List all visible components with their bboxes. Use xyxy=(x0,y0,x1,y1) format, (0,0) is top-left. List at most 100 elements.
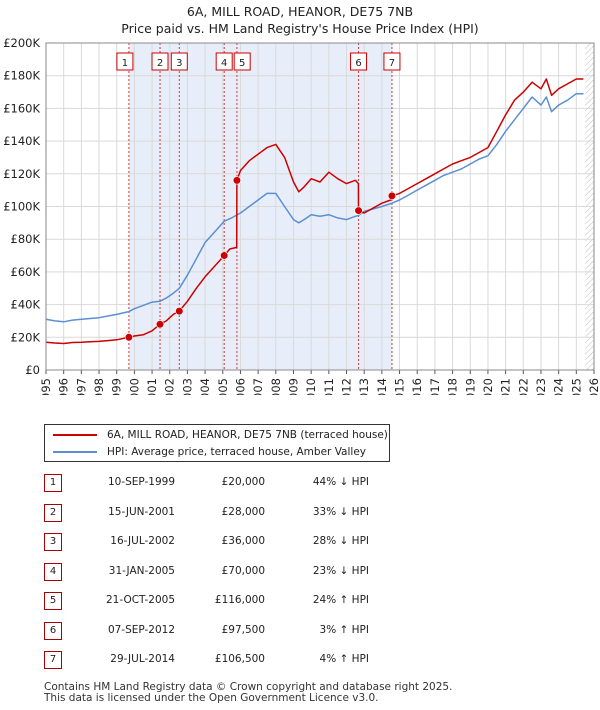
x-tick-label: 2019 xyxy=(463,378,477,395)
y-tick-label: £120K xyxy=(3,167,40,181)
legend-property-label: 6A, MILL ROAD, HEANOR, DE75 7NB (terrace… xyxy=(107,429,388,441)
sale-badge-number: 3 xyxy=(176,58,182,69)
x-tick-label: 2000 xyxy=(127,378,141,395)
transaction-price: £106,500 xyxy=(214,653,265,665)
x-tick-label: 2013 xyxy=(357,378,371,395)
x-tick-label: 2002 xyxy=(163,378,177,395)
x-tick-label: 2004 xyxy=(198,378,212,395)
transaction-row: 6 07-SEP-2012 £97,500 3% ↑ HPI xyxy=(0,621,600,642)
x-tick-label: 2003 xyxy=(180,378,194,395)
sale-badge-number: 7 xyxy=(389,58,395,69)
sale-badge xyxy=(170,52,188,71)
transaction-hpi-comparison: 24% ↑ HPI xyxy=(312,594,369,606)
sale-badge xyxy=(350,52,368,71)
transaction-date: 15-JUN-2001 xyxy=(108,505,175,518)
y-tick-label: £160K xyxy=(3,101,40,115)
transaction-number: 6 xyxy=(44,621,62,640)
transaction-number: 1 xyxy=(44,474,62,492)
y-tick-label: £40K xyxy=(11,298,41,312)
transaction-hpi-comparison: 44% ↓ HPI xyxy=(312,476,369,488)
transaction-date: 31-JAN-2005 xyxy=(108,564,175,577)
transaction-date: 07-SEP-2012 xyxy=(107,623,175,636)
y-tick-label: £140K xyxy=(3,134,40,148)
transaction-hpi-comparison: 3% ↑ HPI xyxy=(319,623,369,636)
footer: Contains HM Land Registry data © Crown c… xyxy=(44,682,452,704)
transaction-number: 2 xyxy=(44,503,62,522)
sale-point xyxy=(175,307,184,316)
y-tick-label: £80K xyxy=(11,232,41,246)
x-tick-label: 2009 xyxy=(286,378,300,395)
x-tick-label: 2026 xyxy=(587,378,600,395)
transaction-date: 10-SEP-1999 xyxy=(107,476,175,488)
transaction-row: 5 21-OCT-2005 £116,000 24% ↑ HPI xyxy=(0,592,600,612)
sale-badge-number: 2 xyxy=(157,58,163,69)
sale-badge xyxy=(215,52,233,71)
x-tick-label: 2014 xyxy=(375,378,389,395)
transaction-number: 5 xyxy=(44,592,62,610)
price-chart: £0 £20K £40K £60K £80K £100K £120K £140K £160K £1… xyxy=(3,36,600,395)
x-tick-label: 2006 xyxy=(233,378,247,395)
y-tick-label: £60K xyxy=(11,265,41,279)
legend-hpi-label: HPI: Average price, terraced house, Ambe… xyxy=(107,446,366,458)
sale-point xyxy=(354,206,363,215)
sale-badge-number: 6 xyxy=(355,58,361,69)
transaction-row: 3 16-JUL-2002 £36,000 28% ↓ HPI xyxy=(0,533,600,553)
x-tick-label: 2024 xyxy=(552,378,566,395)
footer-copyright: Contains HM Land Registry data © Crown c… xyxy=(44,681,453,693)
x-tick-label: 2007 xyxy=(251,378,265,395)
transaction-hpi-comparison: 23% ↓ HPI xyxy=(312,564,369,577)
plot-frame xyxy=(45,42,595,371)
transaction-date: 29-JUL-2014 xyxy=(110,653,175,665)
x-tick-label: 2017 xyxy=(428,378,442,395)
x-tick-label: 2015 xyxy=(393,378,407,395)
transaction-row: 7 29-JUL-2014 £106,500 4% ↑ HPI xyxy=(0,651,600,671)
x-tick-label: 2011 xyxy=(322,378,336,395)
sale-badge xyxy=(233,52,251,71)
transaction-price: £36,000 xyxy=(221,535,265,547)
x-tick-label: 2005 xyxy=(216,378,230,395)
sale-badge-number: 4 xyxy=(221,58,227,69)
transaction-row: 4 31-JAN-2005 £70,000 23% ↓ HPI xyxy=(0,562,600,583)
sale-point xyxy=(220,251,229,260)
sale-point xyxy=(124,333,134,342)
x-tick-label: 2012 xyxy=(340,378,354,395)
chart-subtitle: Price paid vs. HM Land Registry's House … xyxy=(121,21,479,36)
transaction-number: 7 xyxy=(44,651,62,669)
x-tick-label: 2008 xyxy=(269,378,283,395)
x-tick-label: 1998 xyxy=(92,378,106,395)
sale-badge xyxy=(383,52,401,71)
transaction-price: £97,500 xyxy=(221,623,265,636)
x-tick-label: 2021 xyxy=(499,378,513,395)
x-tick-label: 2010 xyxy=(304,378,318,395)
transaction-date: 16-JUL-2002 xyxy=(110,535,175,547)
x-tick-label: 2020 xyxy=(481,378,495,395)
transaction-number: 3 xyxy=(44,533,62,551)
transaction-hpi-comparison: 28% ↓ HPI xyxy=(312,535,369,547)
y-tick-label: £100K xyxy=(3,200,40,214)
sale-point xyxy=(155,320,165,329)
y-tick-label: £200K xyxy=(3,36,40,50)
transaction-number: 4 xyxy=(44,562,62,581)
sale-badge-number: 1 xyxy=(122,58,128,69)
property-price-line xyxy=(45,78,584,345)
x-tick-label: 2018 xyxy=(446,378,460,395)
x-tick-label: 2001 xyxy=(145,378,159,395)
x-tick-label: 2025 xyxy=(569,378,583,395)
hpi-line xyxy=(45,92,584,323)
transaction-date: 21-OCT-2005 xyxy=(106,594,175,606)
legend-property-swatch xyxy=(53,434,97,436)
transaction-row: 1 10-SEP-1999 £20,000 44% ↓ HPI xyxy=(0,474,600,494)
x-tick-label: 1996 xyxy=(57,378,71,395)
legend-hpi-swatch xyxy=(53,451,97,453)
footer-licence: This data is licensed under the Open Gov… xyxy=(44,692,379,704)
transaction-row: 2 15-JUN-2001 £28,000 33% ↓ HPI xyxy=(0,503,600,524)
sale-point xyxy=(387,191,397,200)
transaction-price: £20,000 xyxy=(221,476,265,488)
y-tick-label: £180K xyxy=(3,69,40,83)
sale-badge xyxy=(151,52,169,71)
transaction-hpi-comparison: 4% ↑ HPI xyxy=(319,653,369,665)
x-tick-label: 1997 xyxy=(74,378,88,395)
legend: 6A, MILL ROAD, HEANOR, DE75 7NB (terrace… xyxy=(44,424,390,462)
x-tick-label: 2016 xyxy=(410,378,424,395)
x-tick-label: 1999 xyxy=(110,378,124,395)
